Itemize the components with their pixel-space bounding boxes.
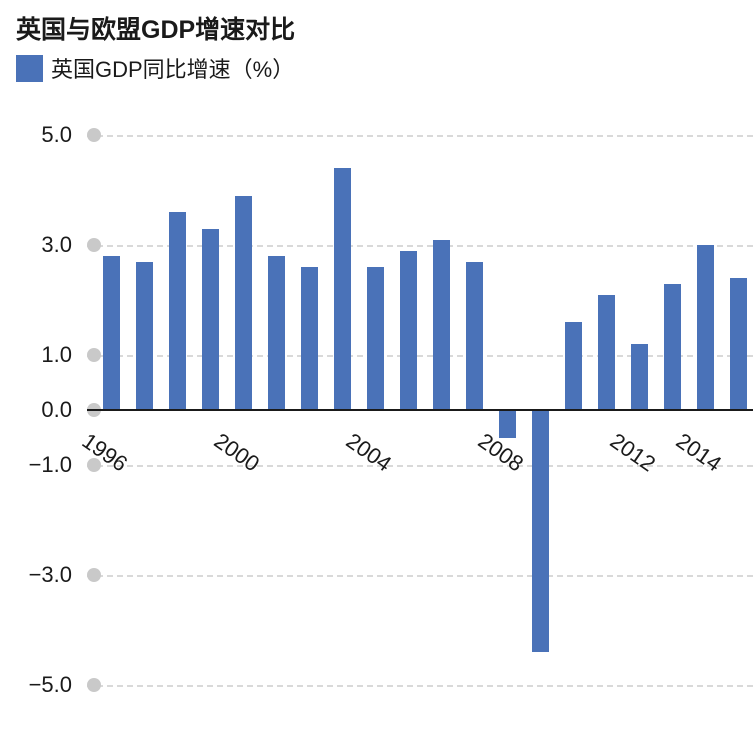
- bar: [169, 212, 186, 410]
- bar: [664, 284, 681, 411]
- gridline: [87, 245, 753, 247]
- gridline: [87, 575, 753, 577]
- axis-dot: [87, 238, 101, 252]
- x-tick-label: 1996: [77, 428, 132, 477]
- bar: [697, 245, 714, 410]
- bar: [565, 322, 582, 410]
- gridline: [87, 355, 753, 357]
- bar: [499, 410, 516, 438]
- bar: [103, 256, 120, 410]
- bar-chart: 5.03.01.00.0−1.0−3.0−5.01996200020042008…: [0, 0, 753, 735]
- axis-dot: [87, 568, 101, 582]
- bar: [532, 410, 549, 652]
- y-tick-label: 5.0: [0, 122, 72, 148]
- gridline: [87, 685, 753, 687]
- x-tick-label: 2014: [671, 428, 726, 477]
- x-tick-label: 2012: [605, 428, 660, 477]
- bar: [235, 196, 252, 411]
- bar: [433, 240, 450, 411]
- bar: [268, 256, 285, 410]
- bar: [730, 278, 747, 410]
- y-tick-label: −3.0: [0, 562, 72, 588]
- y-tick-label: 0.0: [0, 397, 72, 423]
- bar: [202, 229, 219, 411]
- bar: [334, 168, 351, 410]
- bar: [301, 267, 318, 410]
- x-tick-label: 2004: [341, 428, 396, 477]
- bar: [466, 262, 483, 411]
- y-tick-label: −1.0: [0, 452, 72, 478]
- zero-line: [87, 409, 753, 411]
- bar: [631, 344, 648, 410]
- bar: [367, 267, 384, 410]
- y-tick-label: −5.0: [0, 672, 72, 698]
- axis-dot: [87, 678, 101, 692]
- bar: [400, 251, 417, 411]
- y-tick-label: 1.0: [0, 342, 72, 368]
- x-tick-label: 2000: [209, 428, 264, 477]
- y-tick-label: 3.0: [0, 232, 72, 258]
- gridline: [87, 135, 753, 137]
- bar: [598, 295, 615, 411]
- axis-dot: [87, 128, 101, 142]
- axis-dot: [87, 348, 101, 362]
- bar: [136, 262, 153, 411]
